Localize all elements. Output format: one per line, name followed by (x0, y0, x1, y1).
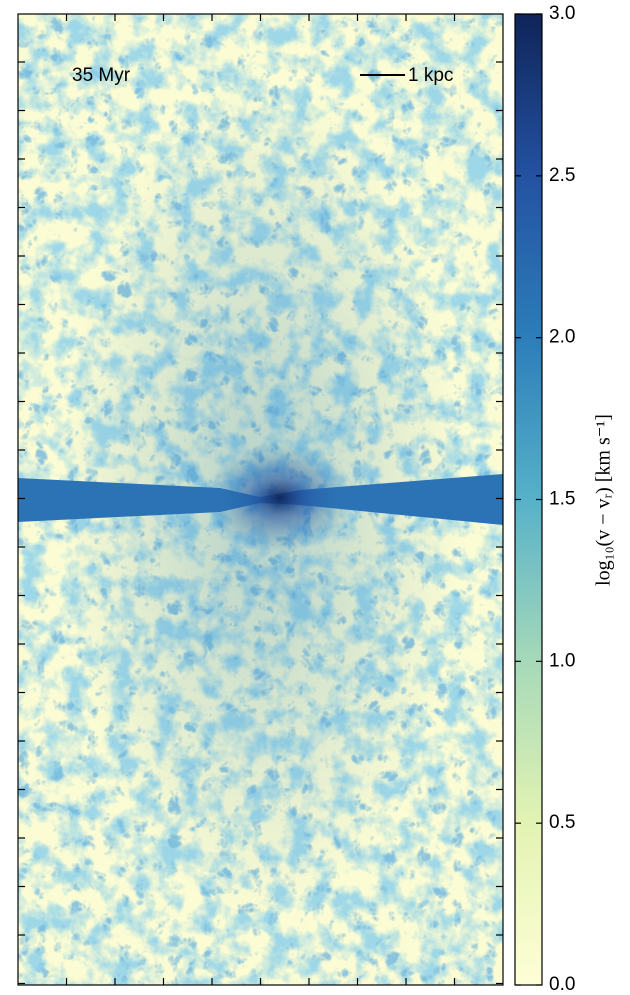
time-label: 35 Myr (72, 65, 131, 86)
colorbar-tick-label: 2.0 (549, 327, 575, 348)
colorbar-tick-label: 1.0 (549, 650, 575, 671)
colorbar-tick-label: 0.5 (549, 812, 575, 833)
colorbar-tick-label: 1.5 (549, 489, 575, 510)
colorbar-label: log₁₀(v − vᵣ) [km s⁻¹] (593, 414, 615, 586)
frame-ticks (18, 14, 503, 985)
colorbar-tick-label: 0.0 (549, 974, 575, 995)
colorbar-tick-label: 3.0 (549, 3, 575, 24)
simulation-image (18, 14, 503, 985)
scale-label: 1 kpc (408, 65, 453, 86)
colorbar-tick-label: 2.5 (549, 165, 575, 186)
